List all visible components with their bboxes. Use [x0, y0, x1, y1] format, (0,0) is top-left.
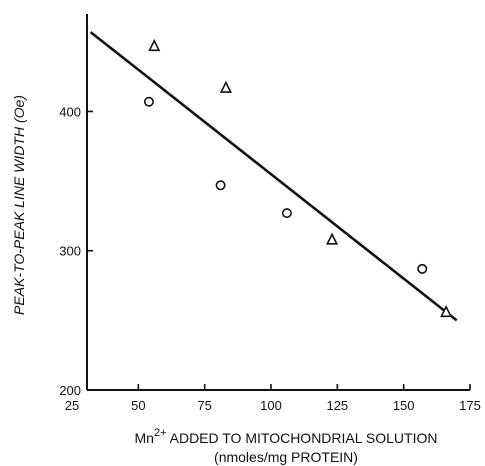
data-point-triangle-0 — [148, 38, 161, 52]
x-tick-label-0: 25 — [65, 398, 79, 413]
x-tick-label-4: 125 — [326, 398, 348, 413]
x-tick-label-2: 75 — [197, 398, 211, 413]
x-axis-label-prefix: Mn — [135, 430, 154, 446]
x-tick-label-6: 175 — [459, 398, 481, 413]
fit-line — [89, 31, 458, 322]
x-tick-label-5: 150 — [393, 398, 415, 413]
x-tick-label-1: 50 — [131, 398, 145, 413]
x-axis-units: (nmoles/mg PROTEIN) — [214, 449, 358, 465]
y-ticks: 200 300 400 — [59, 104, 93, 398]
data-point-circle-3 — [417, 263, 428, 274]
x-axis: 25 50 75 100 125 150 175 — [65, 384, 481, 413]
y-tick-label-0: 200 — [59, 383, 81, 398]
data-point-circle-2 — [281, 208, 292, 219]
y-tick-label-1: 300 — [59, 244, 81, 259]
x-axis-label-main: ADDED TO MITOCHONDRIAL SOLUTION — [167, 430, 438, 446]
data-point-circle-0 — [143, 96, 154, 107]
data-point-circle-1 — [215, 180, 226, 191]
x-ticks: 25 50 75 100 125 150 175 — [65, 384, 481, 413]
y-tick-label-2: 400 — [59, 104, 81, 119]
data-point-triangle-3 — [440, 304, 453, 318]
x-axis-label: Mn2+ ADDED TO MITOCHONDRIAL SOLUTION — [135, 427, 438, 446]
y-axis-label: PEAK-TO-PEAK LINE WIDTH (Oe) — [11, 95, 27, 315]
data-markers — [143, 38, 453, 318]
data-point-triangle-2 — [325, 232, 339, 245]
x-tick-label-3: 100 — [260, 398, 282, 413]
y-axis: 200 300 400 — [59, 14, 93, 398]
x-axis-label-superscript: 2+ — [154, 427, 167, 439]
data-point-triangle-1 — [219, 80, 232, 93]
